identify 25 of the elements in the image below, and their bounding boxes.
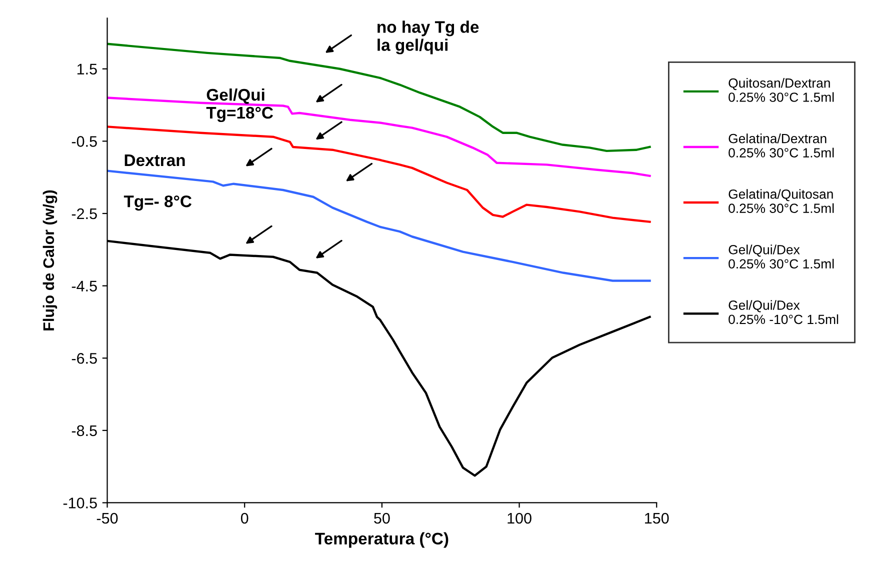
x-tick-label: 0 xyxy=(240,512,248,524)
x-tick-label: -50 xyxy=(96,512,118,524)
annotation: no hay Tg de la gel/qui xyxy=(378,20,479,54)
line-series xyxy=(107,126,651,223)
y-tick-label: -4.5 xyxy=(72,280,97,292)
legend-label: Gel/Qui/Dex 0.25% -10°C 1.5ml xyxy=(728,300,838,324)
x-tick-label: 150 xyxy=(645,512,669,524)
legend-label: Quitosan/Dextran 0.25% 30°C 1.5ml xyxy=(728,78,834,102)
y-tick-label: 1.5 xyxy=(77,64,97,75)
x-tick-label: 50 xyxy=(374,512,390,524)
line-series xyxy=(107,170,651,282)
y-tick-label: -2.5 xyxy=(72,208,97,220)
y-tick-label: -0.5 xyxy=(72,136,97,147)
x-tick-label: 100 xyxy=(508,512,532,524)
x-axis-title: Temperatura (°C) xyxy=(315,532,448,548)
annotation: Tg=- 8°C xyxy=(124,195,192,211)
y-tick-label: -8.5 xyxy=(72,425,97,436)
annotation: Gel/Qui Tg=18°C xyxy=(206,88,274,122)
y-tick-label: -6.5 xyxy=(72,352,97,364)
y-tick-label: -10.5 xyxy=(63,498,97,508)
y-axis-title: Flujo de Calor (w/g) xyxy=(42,190,58,330)
legend-label: Gelatina/Dextran 0.25% 30°C 1.5ml xyxy=(728,134,834,158)
legend-label: Gelatina/Quitosan 0.25% 30°C 1.5ml xyxy=(728,189,834,213)
annotation: Dextran xyxy=(124,154,185,166)
legend-label: Gel/Qui/Dex 0.25% 30°C 1.5ml xyxy=(728,244,834,269)
